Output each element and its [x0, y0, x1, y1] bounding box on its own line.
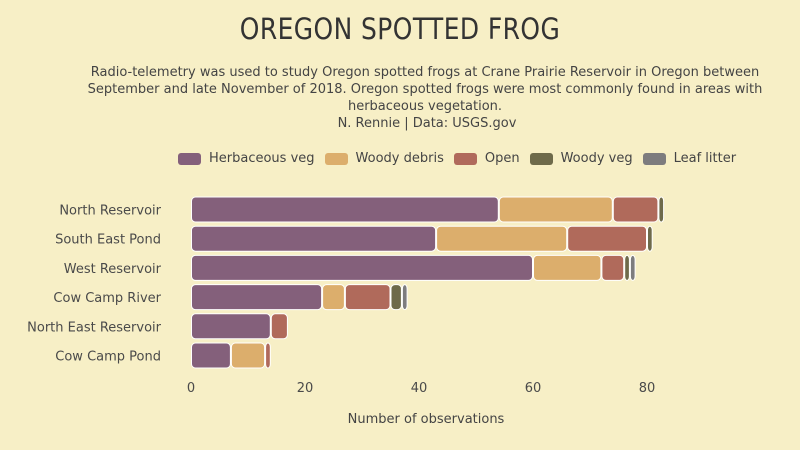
legend-item: Herbaceous veg	[178, 151, 315, 166]
legend-swatch	[529, 152, 553, 165]
bar-segment	[191, 313, 271, 340]
legend-swatch	[324, 152, 348, 165]
bar-segment	[498, 196, 613, 223]
bar-segment	[191, 196, 499, 223]
bar-segment	[624, 254, 630, 281]
bar-segment	[647, 225, 653, 252]
legend: Herbaceous veg Woody debris Open Woody v…	[178, 151, 746, 166]
bar-segment	[533, 254, 602, 281]
legend-label: Open	[484, 151, 520, 166]
y-tick-label: North Reservoir	[59, 204, 161, 219]
y-tick-label: Cow Camp River	[53, 291, 161, 306]
legend-item: Woody debris	[324, 151, 444, 166]
chart-title: OREGON SPOTTED FROG	[239, 12, 561, 46]
legend-label: Woody veg	[560, 151, 633, 166]
bar-segment	[270, 313, 288, 340]
bar-segment	[191, 284, 323, 311]
legend-label: Leaf litter	[673, 151, 737, 166]
legend-swatch	[178, 152, 201, 165]
bar-segment	[191, 225, 437, 252]
bar-segment	[390, 284, 402, 311]
legend-item: Woody veg	[529, 151, 633, 166]
legend-label: Woody debris	[355, 151, 444, 166]
bar-segment	[567, 225, 648, 252]
bar-segment	[322, 284, 345, 311]
y-tick-label: Cow Camp Pond	[55, 350, 161, 365]
y-tick-label: North East Reservoir	[27, 320, 161, 335]
x-tick-label: 20	[297, 381, 314, 396]
y-tick-label: South East Pond	[55, 233, 161, 248]
legend-label: Herbaceous veg	[209, 151, 315, 166]
bar-segment	[658, 196, 665, 223]
legend-item: Open	[453, 151, 520, 166]
bar-segment	[191, 342, 231, 369]
x-tick-label: 40	[411, 381, 428, 396]
x-tick-label: 0	[187, 381, 195, 396]
bar-segment	[612, 196, 659, 223]
x-tick-label: 80	[639, 381, 656, 396]
bar-segment	[191, 254, 533, 281]
x-tick-label: 60	[525, 381, 542, 396]
bar-segment	[230, 342, 266, 369]
chart-subtitle: Radio-telemetry was used to study Oregon…	[87, 65, 763, 114]
legend-item: Leaf litter	[642, 151, 737, 166]
bar-segment	[265, 342, 271, 369]
bar-segment	[601, 254, 625, 281]
bar-segment	[344, 284, 391, 311]
legend-swatch	[642, 152, 666, 165]
bar-segment	[436, 225, 568, 252]
bar-segment	[629, 254, 636, 281]
chart-caption: N. Rennie | Data: USGS.gov	[337, 116, 517, 131]
x-axis-label: Number of observations	[347, 412, 505, 427]
legend-swatch	[453, 152, 477, 165]
y-tick-label: West Reservoir	[64, 262, 162, 277]
bar-segment	[401, 284, 408, 311]
